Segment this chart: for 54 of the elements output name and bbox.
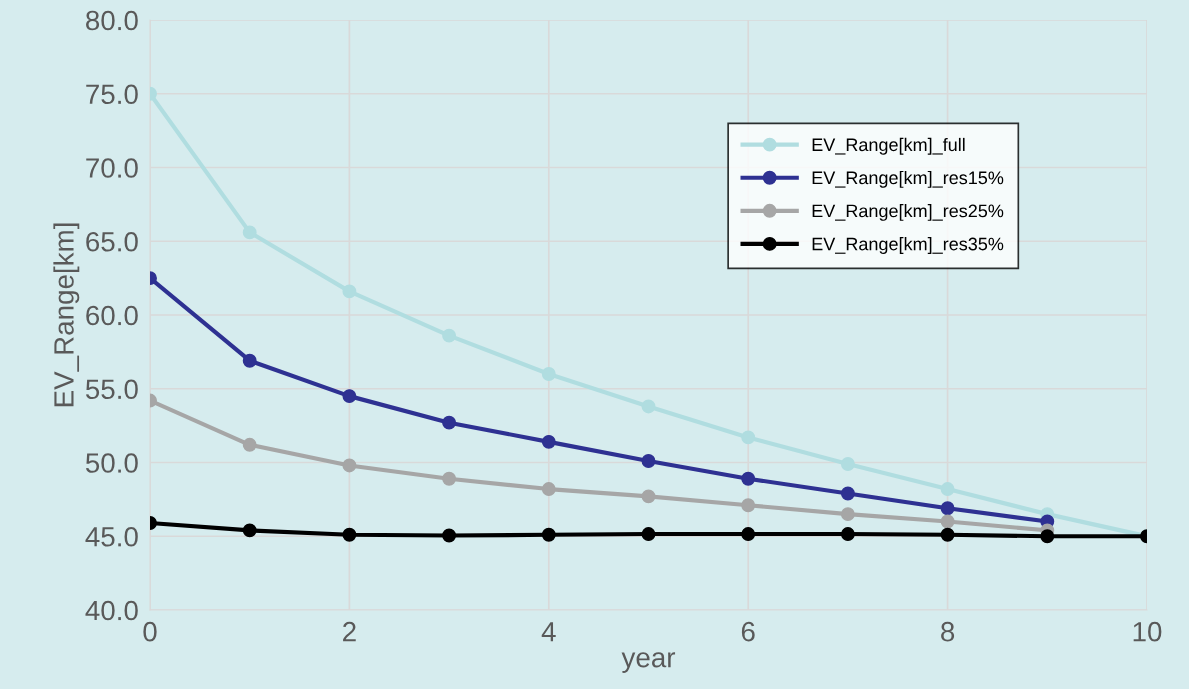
- y-tick-label: 40.0: [85, 600, 138, 621]
- x-axis-title: year: [621, 652, 676, 673]
- y-tick-label: 65.0: [86, 231, 138, 252]
- point: [242, 225, 257, 240]
- point: [442, 528, 457, 543]
- point: [940, 527, 955, 542]
- point: [342, 527, 357, 542]
- point: [242, 353, 257, 368]
- legend-label: EV_Range[km]_res15%: [812, 170, 1004, 188]
- point: [641, 527, 656, 541]
- y-axis-title: EV_Range[km]: [53, 223, 80, 407]
- x-tick-label: 2: [343, 621, 356, 642]
- y-tick-label: 80.0: [86, 10, 138, 31]
- point: [741, 430, 756, 445]
- point: [541, 482, 556, 496]
- legend-label: EV_Range[km]_res25%: [812, 204, 1004, 221]
- x-tick-label: 0: [143, 621, 157, 642]
- point: [342, 389, 357, 404]
- point: [442, 328, 457, 343]
- point: [741, 471, 756, 486]
- point: [741, 527, 756, 541]
- y-tick-label: 55.0: [85, 379, 138, 400]
- x-tick-label: 8: [941, 621, 955, 642]
- point: [741, 498, 756, 513]
- point: [342, 458, 357, 473]
- point: [442, 415, 457, 430]
- point: [940, 514, 955, 529]
- y-tick-label: 70.0: [86, 158, 138, 178]
- point: [541, 527, 556, 542]
- legend-label: EV_Range[km]_full: [812, 137, 965, 155]
- x-tick-label: 10: [1133, 621, 1162, 642]
- y-tick-label: 50.0: [85, 453, 138, 473]
- y-tick-label: 45.0: [85, 526, 138, 547]
- point: [840, 457, 855, 471]
- point: [641, 454, 656, 468]
- point: [541, 434, 556, 449]
- x-tick-label: 6: [741, 621, 755, 642]
- y-tick-label: 60.0: [86, 305, 138, 326]
- point: [242, 437, 257, 452]
- point: [641, 489, 656, 504]
- point: [541, 367, 556, 381]
- point: [940, 482, 955, 496]
- point: [840, 486, 855, 501]
- point: [342, 284, 357, 299]
- point: [840, 507, 855, 522]
- point: [641, 399, 656, 414]
- point: [940, 501, 955, 516]
- x-tick-label: 4: [541, 622, 556, 642]
- legend-label: EV_Range[km]_res35%: [812, 237, 1004, 254]
- point: [442, 471, 457, 486]
- y-tick-label: 75.0: [86, 84, 138, 105]
- point: [840, 527, 855, 541]
- point: [1040, 529, 1055, 544]
- point: [242, 523, 257, 538]
